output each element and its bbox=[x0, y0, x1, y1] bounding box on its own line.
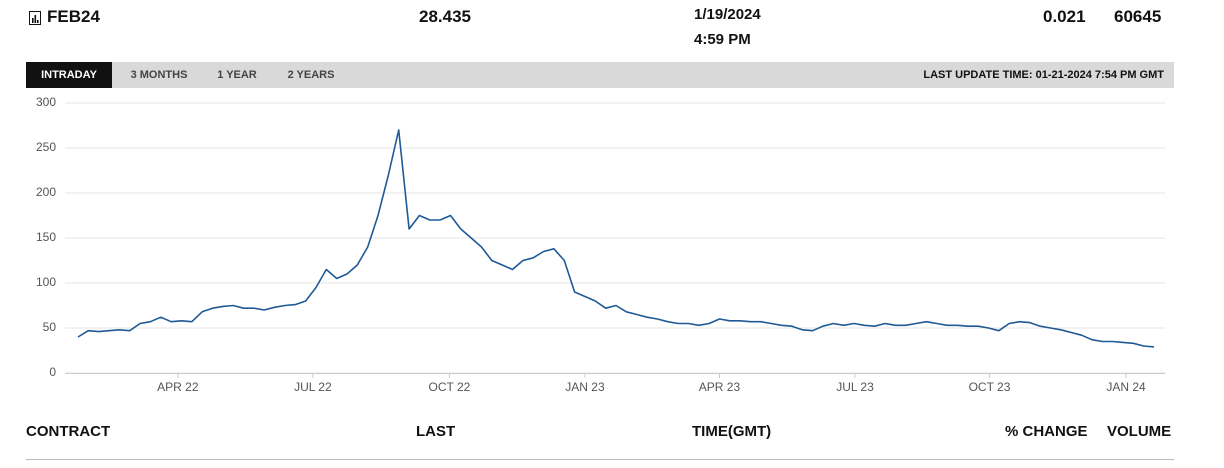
column-header: % CHANGE bbox=[1005, 423, 1088, 440]
last-update: LAST UPDATE TIME: 01-21-2024 7:54 PM GMT bbox=[923, 69, 1164, 81]
x-tick-label: APR 23 bbox=[699, 380, 741, 394]
chart-icon bbox=[29, 11, 41, 25]
y-tick-label: 100 bbox=[36, 275, 56, 289]
y-tick-label: 50 bbox=[43, 320, 57, 334]
column-header: CONTRACT bbox=[26, 423, 111, 440]
price-line bbox=[77, 129, 1155, 348]
volume: 60645 bbox=[1114, 7, 1162, 26]
tab[interactable]: 2 YEARS bbox=[287, 69, 335, 81]
y-tick-label: 250 bbox=[36, 140, 56, 154]
tab[interactable]: 3 MONTHS bbox=[130, 69, 188, 81]
date: 1/19/2024 bbox=[694, 6, 761, 23]
x-tick-label: JAN 23 bbox=[565, 380, 605, 394]
y-tick-label: 300 bbox=[36, 95, 56, 109]
tab[interactable]: INTRADAY bbox=[26, 62, 112, 88]
time: 4:59 PM bbox=[694, 31, 751, 48]
column-header: TIME(GMT) bbox=[692, 423, 772, 440]
y-tick-label: 150 bbox=[36, 230, 56, 244]
column-header: LAST bbox=[416, 423, 456, 440]
x-tick-label: JAN 24 bbox=[1106, 380, 1146, 394]
x-tick-label: OCT 22 bbox=[429, 380, 471, 394]
contract: FEB24 bbox=[47, 7, 100, 26]
change: 0.021 bbox=[1043, 7, 1086, 26]
x-tick-label: JUL 23 bbox=[836, 380, 874, 394]
x-tick-label: OCT 23 bbox=[969, 380, 1011, 394]
x-tick-label: JUL 22 bbox=[294, 380, 332, 394]
y-tick-label: 0 bbox=[49, 365, 56, 379]
divider bbox=[26, 459, 1174, 460]
tab[interactable]: 1 YEAR bbox=[217, 69, 257, 81]
tab-bar: LAST UPDATE TIME: 01-21-2024 7:54 PM GMT… bbox=[26, 62, 1174, 88]
chart: 0 50 100 150 200 250 300 APR 22 JUL 22 OCT 22 JAN … bbox=[36, 95, 1165, 394]
column-header: VOLUME bbox=[1107, 423, 1172, 440]
x-tick-label: APR 22 bbox=[157, 380, 199, 394]
y-tick-label: 200 bbox=[36, 185, 56, 199]
last-price: 28.435 bbox=[419, 7, 471, 26]
